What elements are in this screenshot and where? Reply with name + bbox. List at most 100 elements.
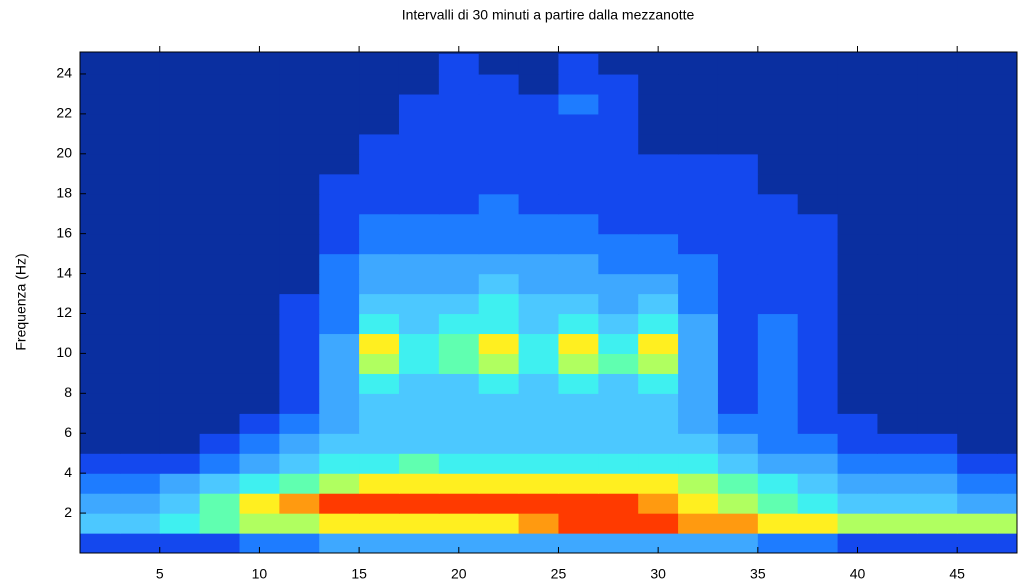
heatmap-cell xyxy=(997,293,1017,315)
heatmap-cell xyxy=(638,233,679,255)
y-axis-label: Frequenza (Hz) xyxy=(13,253,29,350)
heatmap-cell xyxy=(837,193,879,215)
heatmap-cell xyxy=(359,533,400,553)
heatmap-cell xyxy=(997,533,1017,553)
heatmap-cell xyxy=(638,473,679,494)
heatmap-cell xyxy=(398,133,440,155)
heatmap-cell xyxy=(199,293,241,315)
y-tick-label: 20 xyxy=(56,144,72,160)
x-tick-label: 35 xyxy=(750,566,766,582)
heatmap-cell xyxy=(239,113,280,135)
heatmap-cell xyxy=(80,313,121,335)
heatmap-cell xyxy=(678,73,719,95)
heatmap-cell xyxy=(159,533,201,553)
heatmap-cell xyxy=(917,433,958,454)
heatmap-cell xyxy=(558,213,599,235)
heatmap-cell xyxy=(199,313,241,335)
heatmap-cell xyxy=(438,473,480,494)
heatmap-cell xyxy=(518,373,560,394)
heatmap-cell xyxy=(797,73,839,95)
heatmap-cell xyxy=(877,233,918,255)
heatmap-cell xyxy=(359,393,400,414)
heatmap-cell xyxy=(837,113,879,135)
heatmap-cell xyxy=(638,493,679,514)
plot-frame xyxy=(79,51,1018,554)
heatmap-cell xyxy=(319,333,360,354)
heatmap-cell xyxy=(917,73,958,95)
heatmap-cell xyxy=(797,53,839,75)
heatmap-cell xyxy=(598,73,639,95)
heatmap-cell xyxy=(678,233,719,255)
heatmap-cell xyxy=(558,93,599,115)
heatmap-cell xyxy=(638,313,679,335)
heatmap-cell xyxy=(757,433,799,454)
heatmap-cell xyxy=(279,433,320,454)
heatmap-cell xyxy=(478,93,520,115)
heatmap-cell xyxy=(478,353,520,374)
heatmap-cell xyxy=(518,153,560,175)
heatmap-cell xyxy=(478,213,520,235)
heatmap-cell xyxy=(957,513,998,534)
heatmap-cell xyxy=(398,433,440,454)
heatmap-cell xyxy=(797,413,839,434)
heatmap-cell xyxy=(757,173,799,195)
heatmap-cell xyxy=(398,153,440,175)
heatmap-cell xyxy=(80,153,121,175)
heatmap-cell xyxy=(917,513,958,534)
heatmap-cell xyxy=(239,453,280,474)
heatmap-cell xyxy=(917,133,958,155)
heatmap-cell xyxy=(837,533,879,553)
heatmap-cell xyxy=(518,173,560,195)
heatmap-cell xyxy=(159,73,201,95)
heatmap-cell xyxy=(199,53,241,75)
heatmap-cell xyxy=(279,273,320,295)
heatmap-cell xyxy=(598,53,639,75)
heatmap-cell xyxy=(159,53,201,75)
heatmap-cell xyxy=(957,213,998,235)
heatmap-cell xyxy=(359,453,400,474)
heatmap-cell xyxy=(438,373,480,394)
heatmap-cell xyxy=(319,93,360,115)
heatmap-cell xyxy=(518,253,560,275)
heatmap-cell xyxy=(279,193,320,215)
heatmap-cell xyxy=(159,93,201,115)
heatmap-cell xyxy=(119,113,161,135)
heatmap-cell xyxy=(877,173,918,195)
heatmap-cell xyxy=(917,153,958,175)
heatmap-cell xyxy=(917,473,958,494)
heatmap-cell xyxy=(638,513,679,534)
heatmap-cell xyxy=(438,193,480,215)
heatmap-cell xyxy=(478,233,520,255)
heatmap-cell xyxy=(199,73,241,95)
heatmap-cell xyxy=(917,353,958,374)
heatmap-cell xyxy=(638,253,679,275)
heatmap-cell xyxy=(80,513,121,534)
heatmap-cell xyxy=(279,113,320,135)
heatmap-cell xyxy=(957,73,998,95)
heatmap-cell xyxy=(917,213,958,235)
heatmap-cell xyxy=(558,293,599,315)
heatmap-cell xyxy=(159,373,201,394)
heatmap-cell xyxy=(359,493,400,514)
heatmap-cell xyxy=(319,493,360,514)
x-tick-label: 40 xyxy=(850,566,866,582)
heatmap-cell xyxy=(398,453,440,474)
heatmap-cell xyxy=(558,233,599,255)
heatmap-cell xyxy=(438,493,480,514)
heatmap-cell xyxy=(598,313,639,335)
heatmap-cell xyxy=(757,493,799,514)
heatmap-cell xyxy=(997,513,1017,534)
heatmap-cell xyxy=(398,253,440,275)
heatmap-cell xyxy=(598,373,639,394)
heatmap-cell xyxy=(638,413,679,434)
heatmap-cell xyxy=(319,253,360,275)
heatmap-cell xyxy=(319,173,360,195)
heatmap-cell xyxy=(279,353,320,374)
heatmap-cell xyxy=(438,173,480,195)
heatmap-cell xyxy=(797,153,839,175)
heatmap-cell xyxy=(119,153,161,175)
heatmap-cell xyxy=(957,433,998,454)
heatmap-cell xyxy=(717,493,759,514)
heatmap-cell xyxy=(717,253,759,275)
y-tick-label: 8 xyxy=(64,384,72,400)
